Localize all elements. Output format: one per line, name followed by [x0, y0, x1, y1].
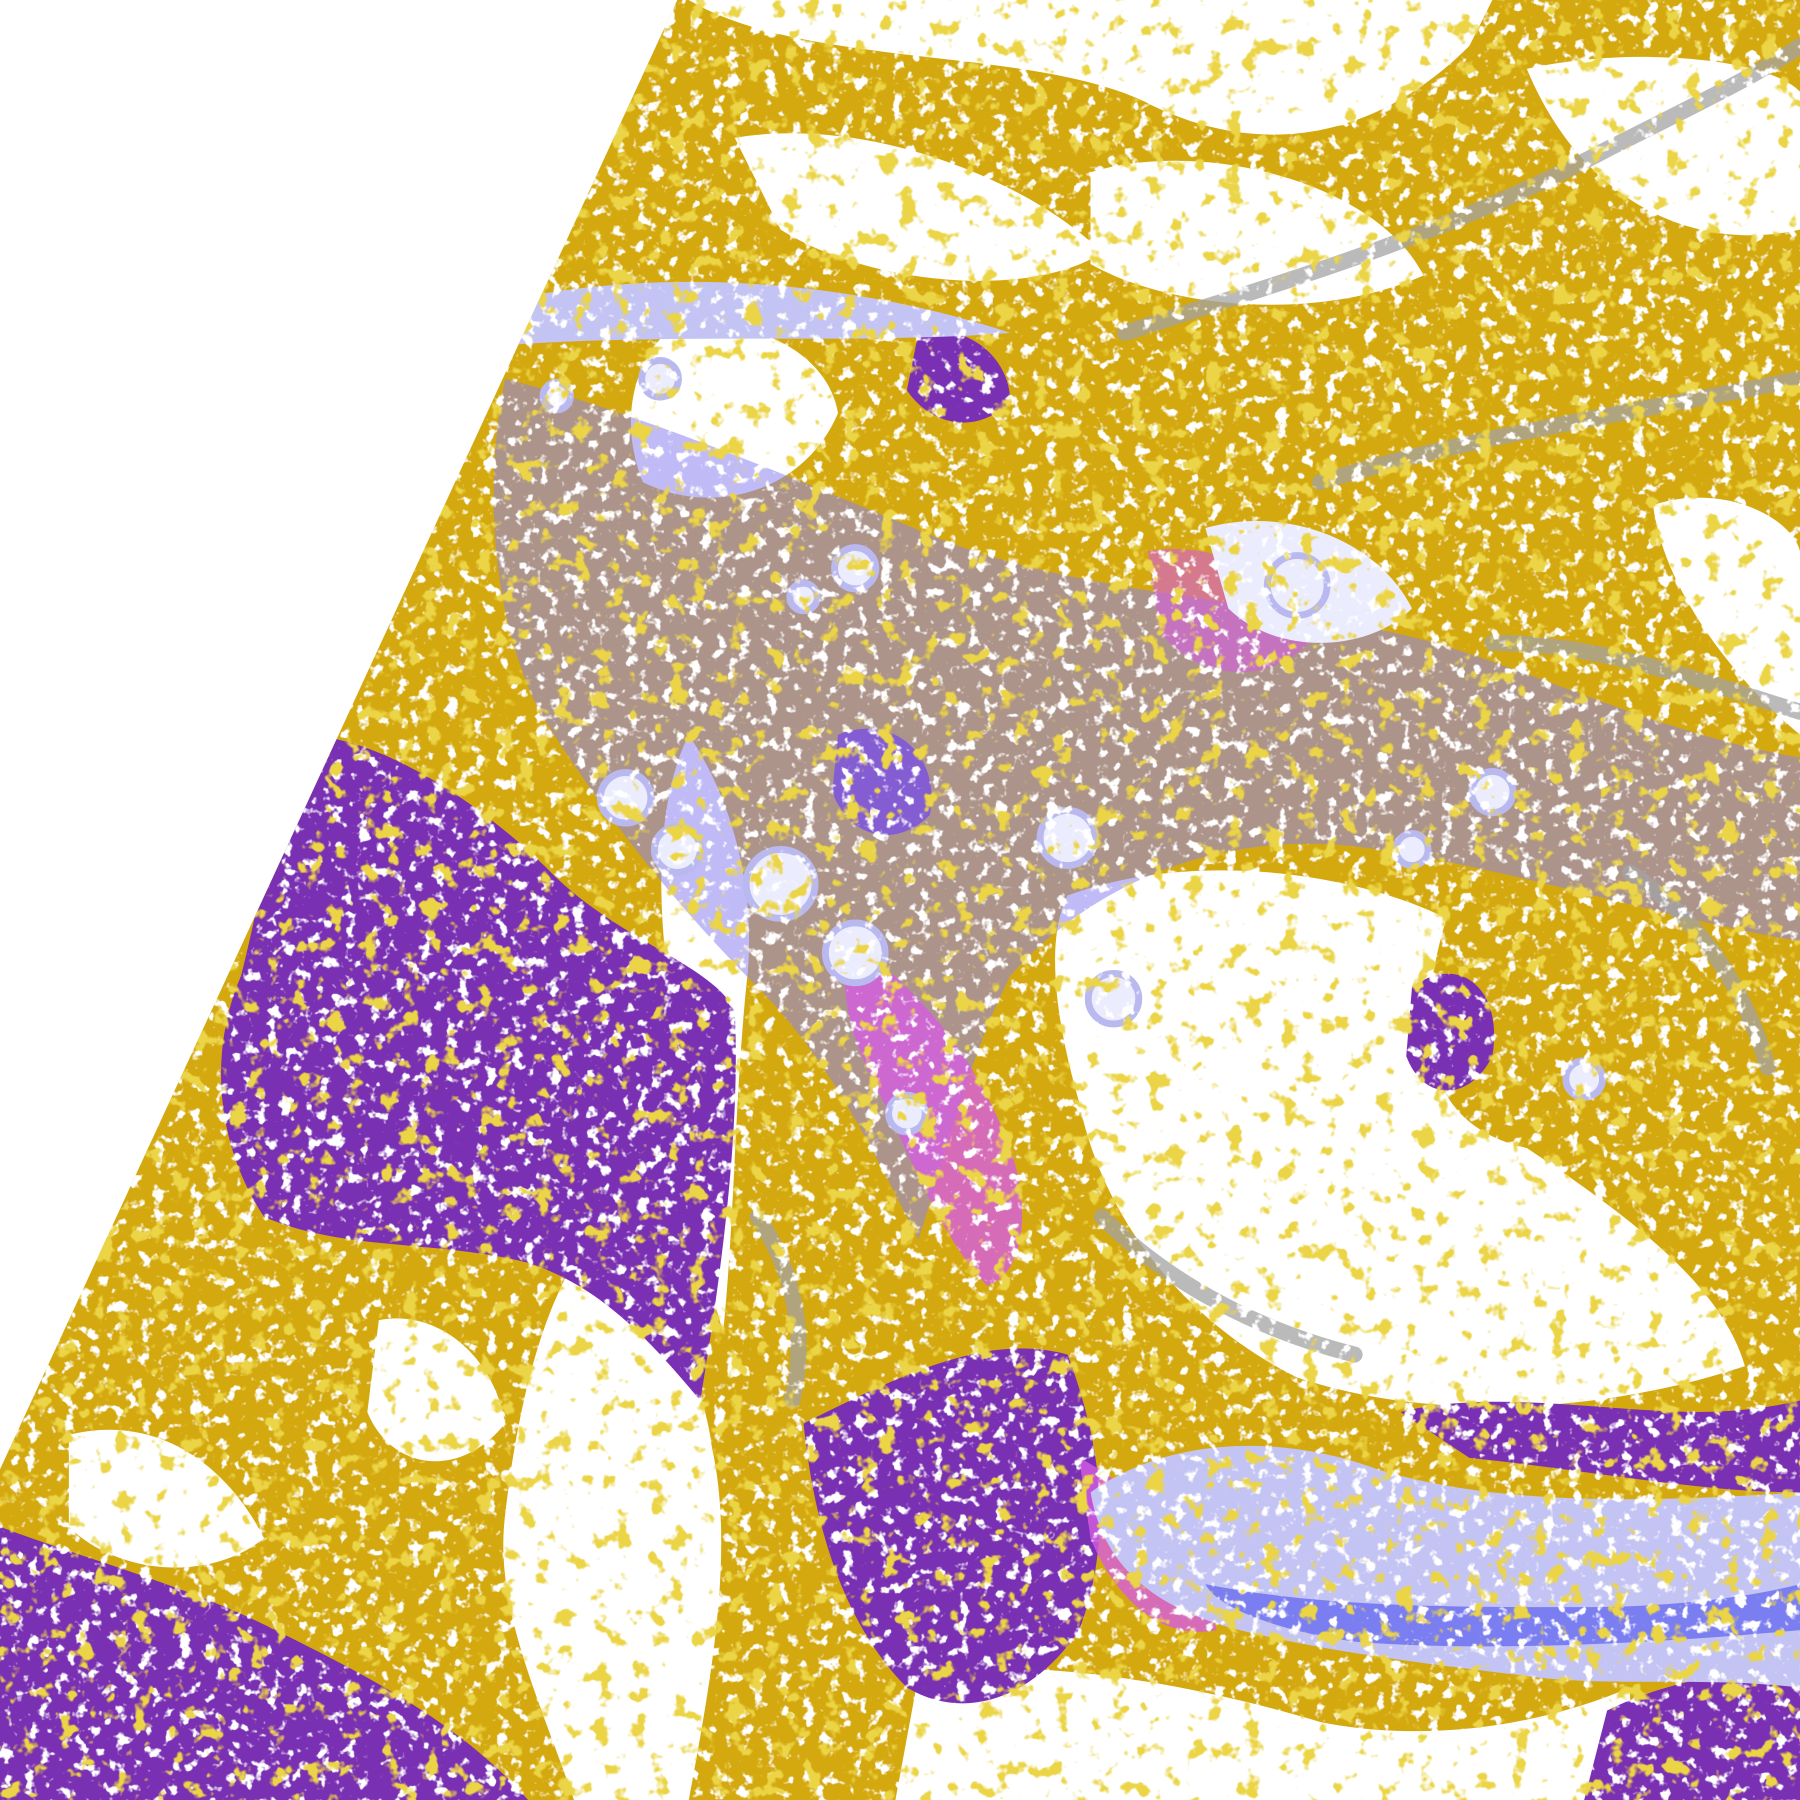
satellite-map — [0, 0, 1800, 1800]
page — [0, 0, 1800, 1800]
cloud-speckle — [0, 0, 1800, 1800]
data-swath — [0, 0, 1800, 1800]
